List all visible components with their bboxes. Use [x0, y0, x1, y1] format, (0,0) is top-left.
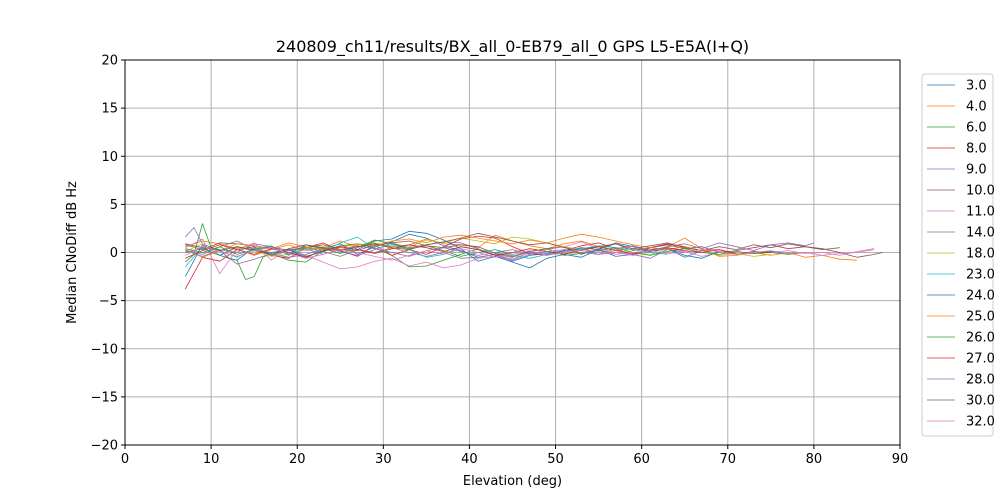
legend-entry: 26.0: [966, 331, 995, 346]
y-tick-label: 15: [101, 102, 118, 117]
y-tick-label: 10: [101, 150, 118, 165]
series-line-23-0: [184, 236, 668, 268]
chart-title: 240809_ch11/results/BX_all_0-EB79_all_0 …: [276, 37, 749, 57]
y-tick-label: 5: [110, 198, 118, 213]
y-tick-label: −15: [91, 390, 118, 405]
legend-entry: 10.0: [966, 184, 995, 199]
y-axis-label: Median CNoDiff dB Hz: [65, 181, 80, 324]
y-tick-label: −10: [91, 342, 118, 357]
x-tick-label: 60: [633, 452, 650, 467]
legend-entry: 9.0: [966, 163, 987, 178]
legend-entry: 14.0: [966, 226, 995, 241]
x-tick-label: 70: [720, 452, 737, 467]
legend-entry: 32.0: [966, 415, 995, 430]
legend-entry: 6.0: [966, 121, 987, 136]
series-lines: [184, 223, 883, 290]
legend-entry: 4.0: [966, 100, 987, 115]
y-tick-label: 0: [110, 246, 118, 261]
legend-entry: 24.0: [966, 289, 995, 304]
legend-entry: 18.0: [966, 247, 995, 262]
x-tick-label: 90: [892, 452, 909, 467]
axis-ticks: 0 10 20 30 40 50 60 70 80 90 −20 −15 −10 −5 0 5 10 15 20: [91, 54, 909, 468]
y-tick-label: −5: [99, 294, 118, 309]
legend-entry: 11.0: [966, 205, 995, 220]
series-line-32-0: [185, 246, 875, 261]
series-line-6-0: [185, 223, 479, 280]
x-tick-label: 30: [375, 452, 392, 467]
x-tick-label: 40: [461, 452, 478, 467]
legend-entry: 3.0: [966, 79, 987, 94]
x-tick-label: 10: [203, 452, 220, 467]
x-axis-label: Elevation (deg): [463, 474, 562, 489]
legend-entry: 30.0: [966, 394, 995, 409]
legend-frame: [921, 73, 994, 437]
legend-entry: 28.0: [966, 373, 995, 388]
legend: 3.0 4.0 6.0 8.0 9.0 10.0 11.0 14.0 18.0 23.0 24.0 2…: [921, 73, 995, 437]
legend-entry: 8.0: [966, 142, 987, 157]
series-line-28-0: [185, 242, 815, 257]
series-line-30-0: [185, 232, 840, 255]
x-tick-label: 80: [806, 452, 823, 467]
legend-entry: 25.0: [966, 310, 995, 325]
series-line-8-0: [184, 235, 737, 290]
y-tick-label: 20: [101, 54, 118, 69]
legend-entry: 23.0: [966, 268, 995, 283]
legend-entry: 27.0: [966, 352, 995, 367]
y-tick-label: −20: [91, 439, 118, 454]
series-line-11-0: [185, 238, 875, 275]
x-tick-label: 20: [289, 452, 306, 467]
x-tick-label: 0: [121, 452, 129, 467]
x-tick-label: 50: [547, 452, 564, 467]
